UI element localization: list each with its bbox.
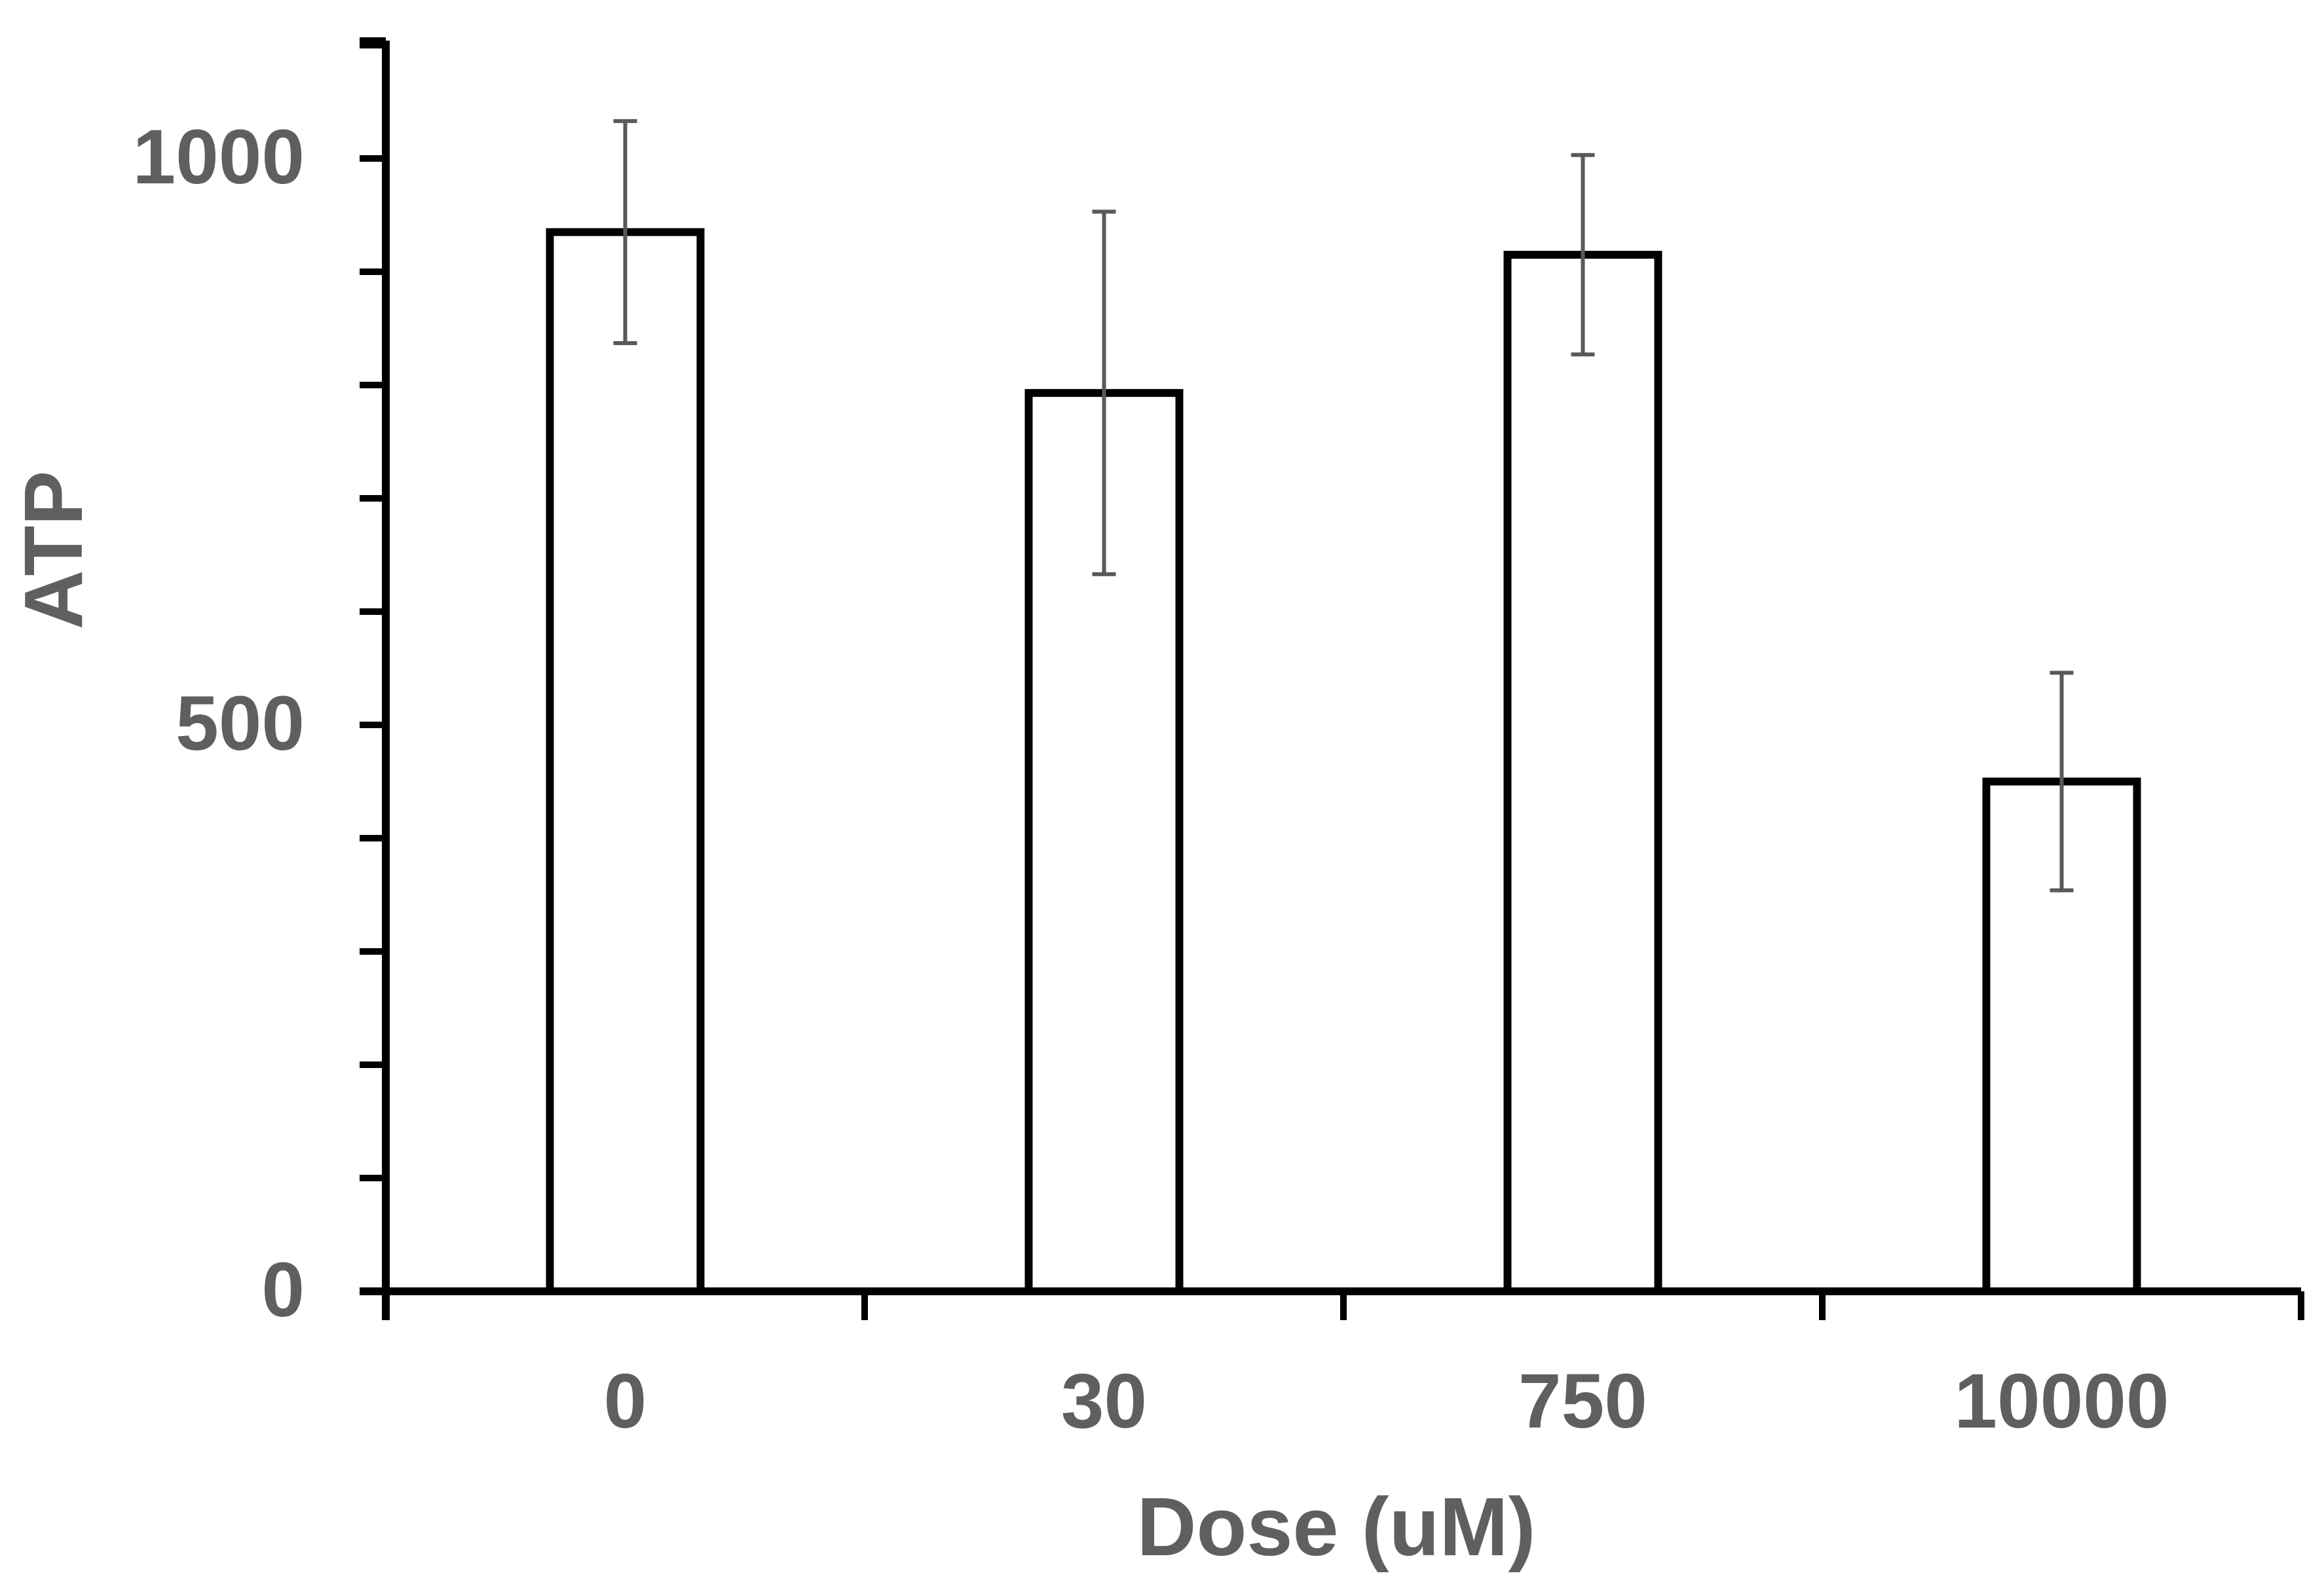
error-bar-10000	[2050, 671, 2074, 893]
y-axis-label: ATP	[7, 471, 100, 630]
error-bar-30	[1092, 210, 1116, 576]
bar-750	[1503, 251, 1662, 1295]
y-tick-label: 500	[176, 680, 305, 767]
x-tick-label: 30	[1061, 1358, 1147, 1445]
error-bars-layer	[613, 119, 2074, 893]
bar-0	[546, 228, 705, 1296]
x-tick-label: 750	[1518, 1358, 1647, 1445]
error-bar-0	[613, 119, 637, 345]
x-tick-label: 0	[604, 1358, 647, 1445]
error-bar-750	[1571, 153, 1595, 357]
x-tick-label: 10000	[1954, 1358, 2169, 1445]
axes-layer	[360, 37, 2304, 1320]
bars-layer	[546, 228, 2141, 1296]
x-axis-label: Dose (uM)	[1137, 1481, 1536, 1573]
y-tick-label: 1000	[132, 114, 305, 200]
y-tick-label: 0	[261, 1247, 305, 1333]
